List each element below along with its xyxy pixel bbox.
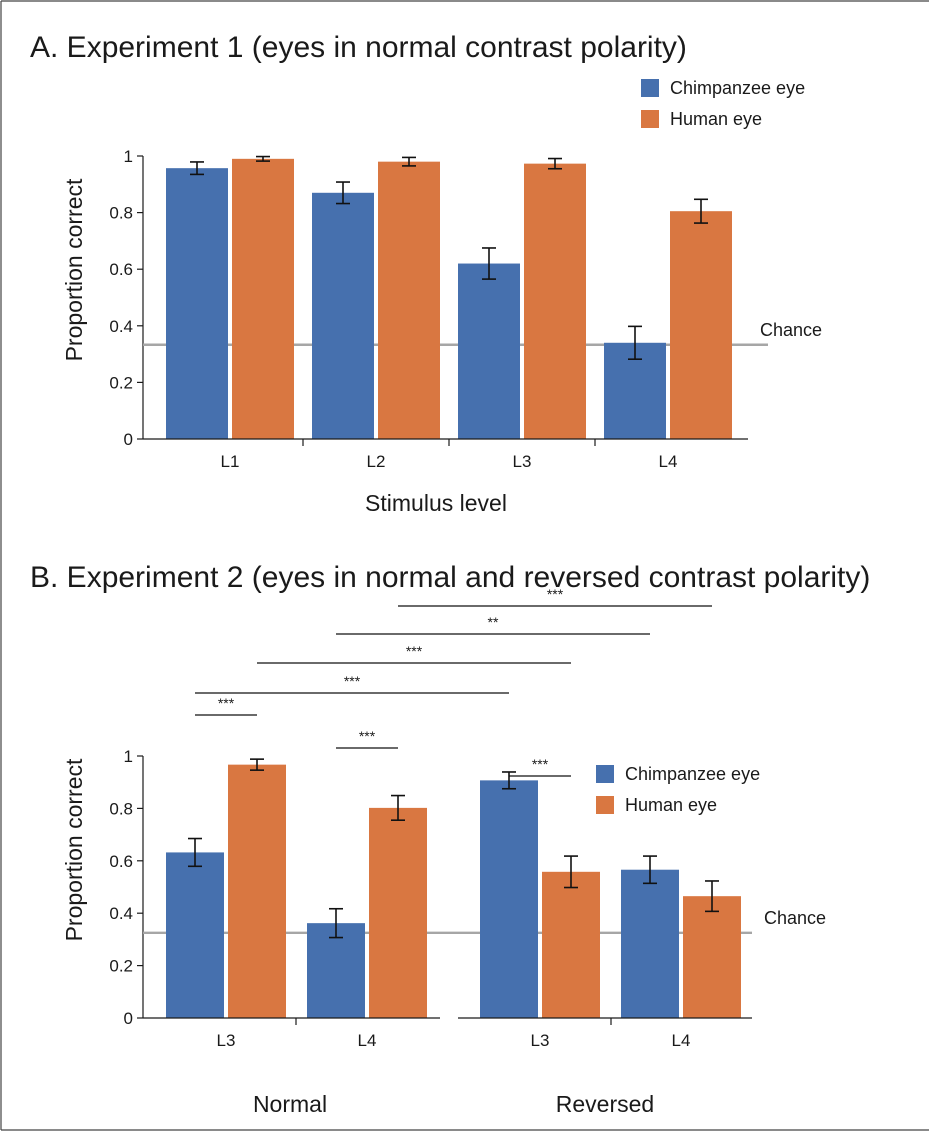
panel-a-bar: [458, 263, 520, 439]
panel-a-x-tick-label: L4: [659, 452, 678, 471]
panel-b-y-tick-label: 1: [124, 747, 133, 766]
panel-a-y-tick-label: 0: [124, 430, 133, 449]
panel-b-x-tick-label: L3: [531, 1031, 550, 1050]
panel-a-x-tick-label: L2: [367, 452, 386, 471]
panel-a-plot: 0 0.2 0.4 0.6 0.8 1 Chance L1 L2 L3 L4 Chimpanzee e…: [109, 78, 822, 471]
panel-b-y-tick-label: 0.4: [109, 904, 133, 923]
panel-b-legend-swatch: [596, 765, 614, 783]
panel-a-bar: [378, 161, 440, 439]
panel-b-title: B. Experiment 2 (eyes in normal and reve…: [30, 561, 870, 594]
panel-b-significance-label: **: [488, 614, 499, 630]
panel-b-bar: [683, 896, 741, 1018]
panel-b-bar: [621, 869, 679, 1018]
panel-b-bar: [542, 871, 600, 1018]
panel-b-bar: [369, 807, 427, 1018]
panel-b-bar: [166, 852, 224, 1018]
panel-a-y-tick-label: 0.6: [109, 260, 133, 279]
panel-b-legend-label: Human eye: [625, 795, 717, 815]
panel-a-y-tick-label: 0.2: [109, 373, 133, 392]
panel-a-x-tick-label: L3: [513, 452, 532, 471]
panel-b-y-tick-label: 0: [124, 1009, 133, 1028]
panel-a-bar: [232, 158, 294, 439]
panel-a-bar: [524, 163, 586, 440]
panel-b-y-tick-label: 0.6: [109, 852, 133, 871]
panel-b-bar: [228, 764, 286, 1018]
panel-a-chance-label: Chance: [760, 320, 822, 340]
panel-a-legend-label: Human eye: [670, 109, 762, 129]
panel-a-y-tick-label: 0.4: [109, 317, 133, 336]
panel-a-legend-swatch: [641, 110, 659, 128]
panel-b-plot: 0 0.2 0.4 0.6 0.8 1 Chance L3 L4 L3 L4 Chimpanzee e…: [109, 586, 826, 1050]
panel-b-significance-label: ***: [406, 643, 423, 659]
panel-a-y-tick-label: 1: [124, 147, 133, 166]
panel-b-group-label-reversed: Reversed: [556, 1091, 654, 1117]
panel-b-significance-label: ***: [359, 728, 376, 744]
panel-b-y-tick-label: 0.8: [109, 799, 133, 818]
panel-a-bar: [166, 168, 228, 439]
panel-b-bar: [307, 923, 365, 1018]
panel-b-significance-label: ***: [532, 756, 549, 772]
panel-b-legend-label: Chimpanzee eye: [625, 764, 760, 784]
panel-b-legend-swatch: [596, 796, 614, 814]
panel-a-legend-label: Chimpanzee eye: [670, 78, 805, 98]
panel-a-xlabel: Stimulus level: [365, 490, 507, 516]
panel-a-ylabel: Proportion correct: [61, 178, 87, 361]
panel-b-y-tick-label: 0.2: [109, 957, 133, 976]
panel-b-significance-label: ***: [344, 673, 361, 689]
panel-b-chance-label: Chance: [764, 908, 826, 928]
panel-a-legend-swatch: [641, 79, 659, 97]
panel-a-bar: [670, 211, 732, 439]
panel-b-x-tick-label: L4: [358, 1031, 377, 1050]
panel-b-x-tick-label: L3: [217, 1031, 236, 1050]
panel-a-title: A. Experiment 1 (eyes in normal contrast…: [30, 31, 687, 64]
panel-b-bar: [480, 780, 538, 1018]
panel-a-x-tick-label: L1: [221, 452, 240, 471]
panel-b-x-tick-label: L4: [672, 1031, 691, 1050]
panel-a-bar: [312, 192, 374, 439]
panel-b-ylabel: Proportion correct: [61, 758, 87, 941]
panel-b-significance-label: ***: [218, 695, 235, 711]
panel-b-significance-label: ***: [547, 586, 564, 602]
panel-b-group-label-normal: Normal: [253, 1091, 327, 1117]
panel-a-y-tick-label: 0.8: [109, 204, 133, 223]
